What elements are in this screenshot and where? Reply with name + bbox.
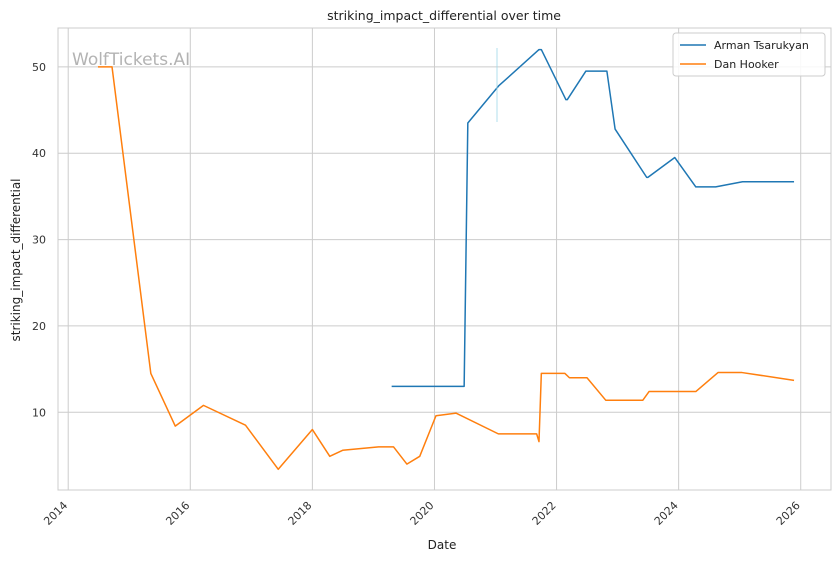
y-tick-label: 20 [32, 320, 46, 333]
chart-title: striking_impact_differential over time [327, 8, 561, 23]
y-tick-labels: 10 20 30 40 50 [32, 61, 46, 419]
y-tick-label: 10 [32, 406, 46, 419]
y-tick-label: 40 [32, 147, 46, 160]
watermark-text: WolfTickets.AI [72, 50, 190, 70]
legend-label-dan-hooker: Dan Hooker [714, 58, 779, 71]
y-tick-label: 30 [32, 234, 46, 247]
y-axis-title: striking_impact_differential [9, 178, 23, 341]
series-line-arman-tsarukyan [391, 48, 795, 388]
plot-frame [57, 27, 832, 491]
x-axis-title: Date [428, 538, 457, 552]
legend: Arman Tsarukyan Dan Hooker [672, 32, 826, 77]
legend-box [672, 32, 826, 77]
legend-label-arman-tsarukyan: Arman Tsarukyan [714, 39, 809, 52]
grid-lines [58, 28, 831, 490]
series-layer [97, 48, 795, 471]
y-tick-label: 50 [32, 61, 46, 74]
series-line-dan-hooker [97, 66, 795, 471]
